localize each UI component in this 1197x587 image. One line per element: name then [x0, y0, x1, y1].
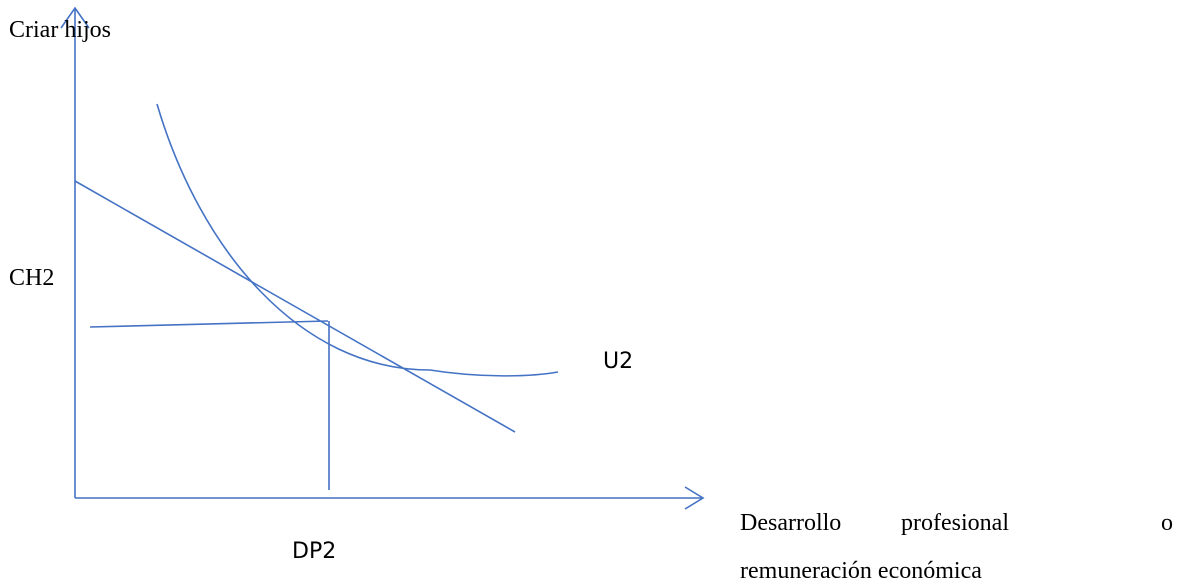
ch2-guide-line [89, 320, 329, 328]
y-axis [60, 6, 90, 498]
x-axis-label-word-2: profesional [901, 510, 1009, 536]
u2-label: U2 [603, 349, 633, 374]
x-axis [75, 486, 705, 510]
budget-line [74, 180, 516, 433]
dp2-label: DP2 [292, 539, 336, 564]
x-axis-label-word-3: o [1161, 510, 1173, 536]
indifference-curve-u2 [156, 103, 559, 377]
y-axis-label: Criar hijos [9, 17, 111, 43]
x-axis-label-word-1: Desarrollo [740, 510, 841, 536]
x-axis-label-line-2: remuneración económica [740, 558, 982, 584]
ch2-label: CH2 [9, 265, 54, 291]
